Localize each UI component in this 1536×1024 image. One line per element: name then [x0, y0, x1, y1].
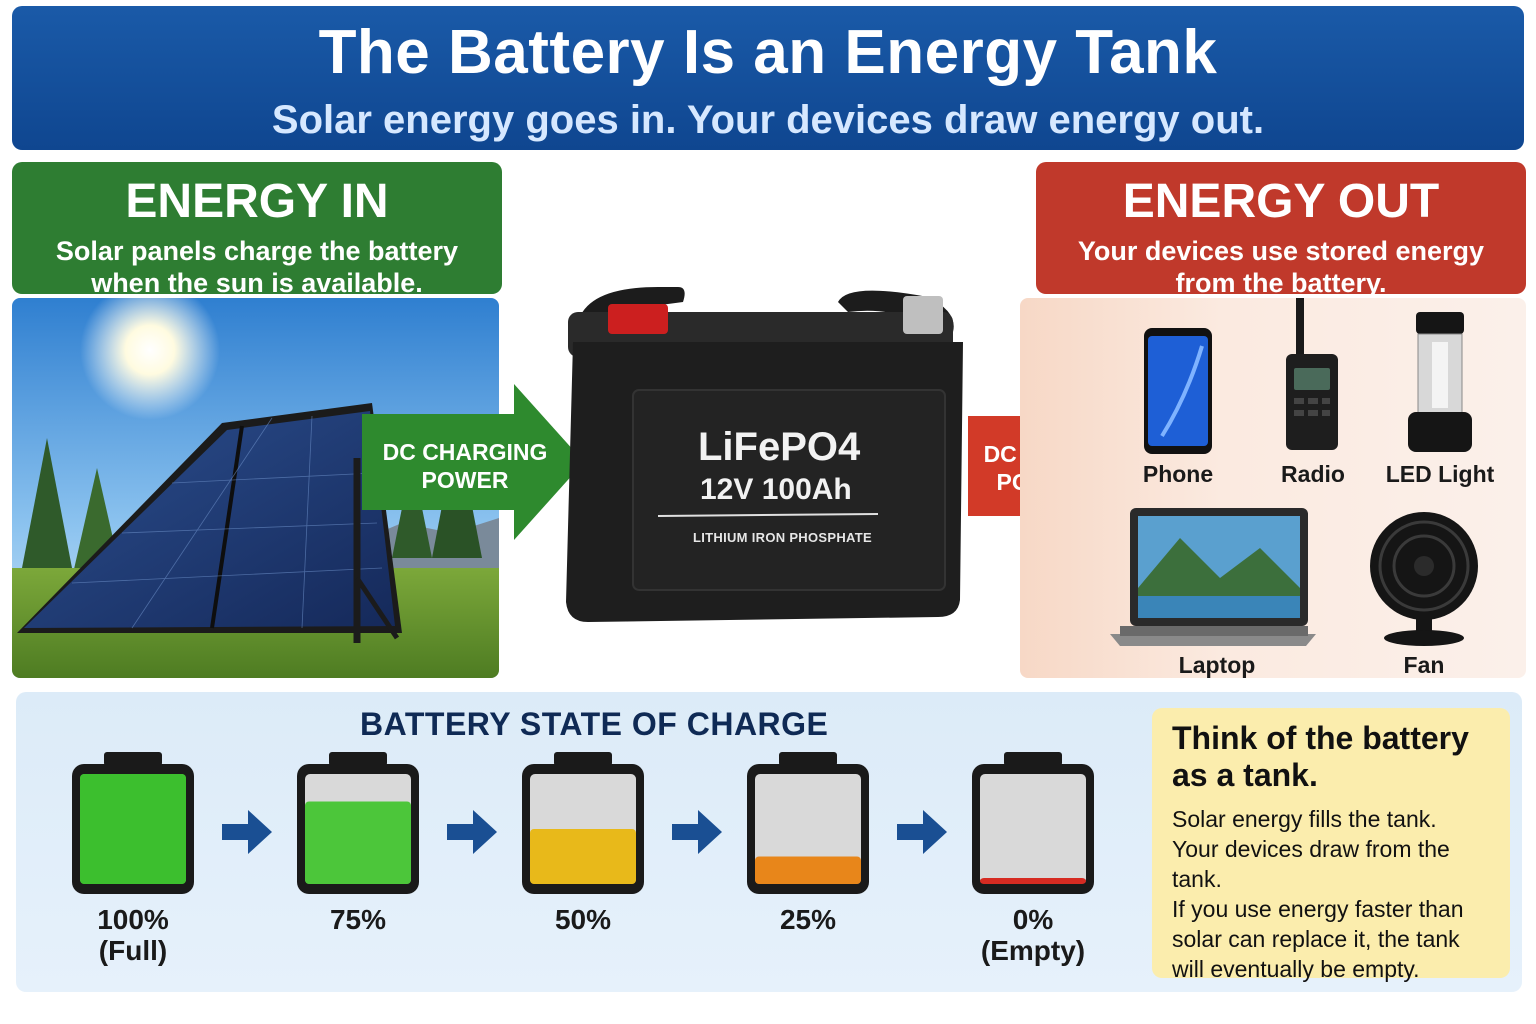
battery-spec: 12V 100Ah	[700, 473, 852, 506]
energy-in-header: ENERGY IN Solar panels charge the batter…	[12, 162, 502, 298]
tank-note-title: Think of the battery as a tank.	[1172, 720, 1469, 793]
battery-level-2-icon	[522, 752, 644, 894]
phone-label: Phone	[1142, 461, 1214, 487]
battery-brand: LiFePO4	[698, 425, 861, 469]
next-level-arrow-icon	[672, 810, 722, 854]
laptop-label: Laptop	[1178, 652, 1256, 678]
battery-level-fill	[530, 829, 636, 884]
page-title: The Battery Is an Energy Tank	[318, 18, 1218, 87]
header-banner: The Battery Is an Energy Tank Solar ener…	[12, 6, 1524, 150]
battery-level-fill	[980, 878, 1086, 884]
devices-panel: Phone Radio LED Light Laptop Fan	[1020, 298, 1526, 678]
battery-illustration	[566, 287, 963, 622]
fan-label: Fan	[1403, 652, 1445, 678]
battery-level-fill	[755, 856, 861, 884]
tank-note-line-3: If you use energy faster than solar can …	[1172, 896, 1464, 982]
battery	[548, 282, 978, 642]
battery-level-label: 100% (Full)	[97, 904, 169, 966]
tank-note-body: Solar energy fills the tank. Your device…	[1172, 804, 1490, 984]
battery-level-1-icon	[297, 752, 419, 894]
energy-out-header: ENERGY OUT Your devices use stored energ…	[1036, 162, 1526, 298]
phone-icon	[1144, 328, 1212, 454]
tank-note-line-1: Solar energy fills the tank.	[1172, 806, 1437, 832]
battery-level-3-icon	[747, 752, 869, 894]
energy-out-subtitle: Your devices use stored energy from the …	[1077, 236, 1485, 298]
next-level-arrow-icon	[897, 810, 947, 854]
battery-level-label: 50%	[554, 904, 612, 935]
next-level-arrow-icon	[447, 810, 497, 854]
radio-label: Radio	[1281, 461, 1345, 487]
state-of-charge-title: BATTERY STATE OF CHARGE	[360, 706, 829, 742]
battery-level-label: 75%	[329, 904, 387, 935]
battery-level-fill	[305, 801, 411, 884]
battery-level-4-icon	[972, 752, 1094, 894]
lantern-label: LED Light	[1385, 461, 1495, 487]
battery-chemistry: LITHIUM IRON PHOSPHATE	[693, 530, 872, 545]
energy-in-title: ENERGY IN	[125, 175, 389, 228]
solar-panel-scene	[12, 298, 499, 678]
battery-level-label: 0% (Empty)	[980, 904, 1086, 966]
fan-icon	[1370, 512, 1478, 646]
solar-panel-illustration	[12, 298, 499, 678]
battery-level-label: 25%	[779, 904, 837, 935]
tank-note-line-2: Your devices draw from the tank.	[1172, 836, 1450, 892]
charging-arrow	[362, 384, 584, 540]
tank-note: Think of the battery as a tank. Solar en…	[1152, 708, 1510, 982]
next-level-arrow-icon	[222, 810, 272, 854]
negative-terminal	[903, 296, 943, 334]
laptop-icon	[1110, 508, 1316, 646]
radio-icon	[1286, 298, 1338, 450]
charging-arrow-label: DC CHARGING POWER	[382, 439, 548, 493]
page-subtitle: Solar energy goes in. Your devices draw …	[271, 98, 1265, 142]
energy-out-title: ENERGY OUT	[1122, 175, 1440, 228]
positive-terminal	[608, 304, 668, 334]
battery-level-fill	[80, 774, 186, 884]
sun-icon	[80, 298, 220, 420]
energy-in-subtitle: Solar panels charge the battery when the…	[55, 236, 459, 298]
battery-level-0-icon	[72, 752, 194, 894]
lantern-icon	[1408, 312, 1472, 452]
